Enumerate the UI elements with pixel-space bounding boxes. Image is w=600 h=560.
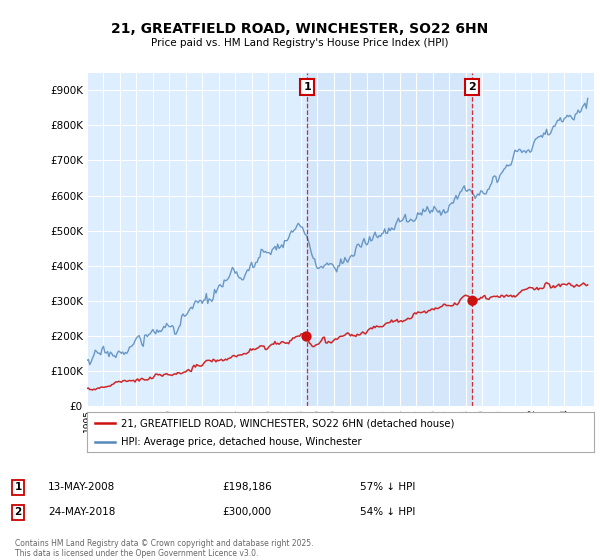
Text: 1: 1 [303, 82, 311, 92]
Text: 21, GREATFIELD ROAD, WINCHESTER, SO22 6HN: 21, GREATFIELD ROAD, WINCHESTER, SO22 6H… [112, 22, 488, 36]
Text: Price paid vs. HM Land Registry's House Price Index (HPI): Price paid vs. HM Land Registry's House … [151, 38, 449, 48]
Text: 1: 1 [14, 482, 22, 492]
Text: 24-MAY-2018: 24-MAY-2018 [48, 507, 115, 517]
Text: Contains HM Land Registry data © Crown copyright and database right 2025.
This d: Contains HM Land Registry data © Crown c… [15, 539, 314, 558]
Text: 2: 2 [468, 82, 476, 92]
Text: 13-MAY-2008: 13-MAY-2008 [48, 482, 115, 492]
Text: 21, GREATFIELD ROAD, WINCHESTER, SO22 6HN (detached house): 21, GREATFIELD ROAD, WINCHESTER, SO22 6H… [121, 418, 455, 428]
Text: HPI: Average price, detached house, Winchester: HPI: Average price, detached house, Winc… [121, 437, 362, 447]
Text: 57% ↓ HPI: 57% ↓ HPI [360, 482, 415, 492]
Text: 2: 2 [14, 507, 22, 517]
Bar [307, 73, 472, 406]
Text: £300,000: £300,000 [222, 507, 271, 517]
Text: £198,186: £198,186 [222, 482, 272, 492]
Point [302, 332, 311, 341]
Point [467, 296, 477, 305]
Text: 54% ↓ HPI: 54% ↓ HPI [360, 507, 415, 517]
